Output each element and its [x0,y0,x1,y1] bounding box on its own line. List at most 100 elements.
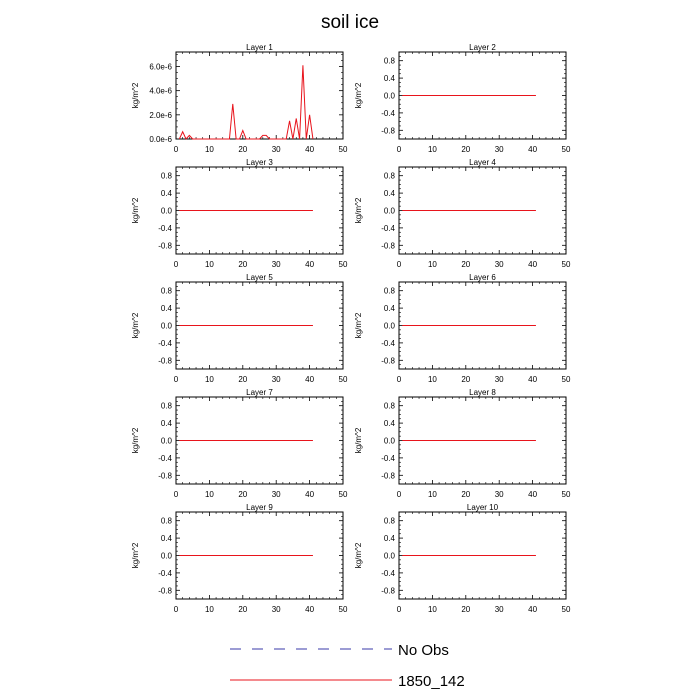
y-tick-label: 0.8 [161,172,173,181]
panel-title: Layer 9 [246,503,273,512]
x-tick-label: 30 [272,605,281,614]
y-tick-label: 0.0 [384,322,396,331]
y-tick-label: -0.8 [381,241,395,250]
y-tick-label: -0.8 [158,241,172,250]
panel-layer-6: Layer 6 kg/m^2 0 10 20 30 40 50 -0.8 -0.4 0.0 0.4 0.… [354,273,571,384]
y-tick-label: -0.4 [158,339,172,348]
x-tick-label: 0 [397,375,402,384]
y-tick-label: 0.0 [161,322,173,331]
panel-title: Layer 7 [246,388,273,397]
y-tick-label: -0.4 [381,109,395,118]
x-tick-label: 20 [238,490,247,499]
x-tick-label: 10 [205,375,214,384]
panel-title: Layer 6 [469,273,496,282]
y-tick-label: 0.4 [384,534,396,543]
y-tick-label: -0.4 [381,569,395,578]
y-tick-label: 0.8 [384,287,396,296]
panel-title: Layer 2 [469,43,496,52]
x-tick-label: 20 [238,145,247,154]
y-axis-label: kg/m^2 [354,312,363,338]
y-axis-label: kg/m^2 [354,82,363,108]
x-tick-label: 10 [428,375,437,384]
panel-layer-7: Layer 7 kg/m^2 0 10 20 30 40 50 -0.8 -0.4 0.0 0.4 0.… [131,388,348,499]
x-tick-label: 0 [174,145,179,154]
y-tick-label: 0.4 [384,304,396,313]
x-tick-label: 50 [562,260,571,269]
x-tick-label: 40 [305,260,314,269]
y-tick-label: 0.4 [161,189,173,198]
y-tick-label: -0.4 [158,569,172,578]
x-tick-label: 30 [272,260,281,269]
y-tick-label: 0.4 [384,74,396,83]
y-tick-label: 0.0 [384,207,396,216]
x-tick-label: 20 [461,260,470,269]
x-tick-label: 20 [461,605,470,614]
x-tick-label: 40 [528,375,537,384]
y-tick-label: 0.0e-6 [149,135,172,144]
x-tick-label: 40 [305,375,314,384]
x-tick-label: 10 [428,260,437,269]
x-tick-label: 40 [528,260,537,269]
y-tick-label: 0.8 [384,172,396,181]
y-axis-label: kg/m^2 [131,197,140,223]
panel-title: Layer 3 [246,158,273,167]
y-tick-label: -0.4 [381,454,395,463]
y-tick-label: 0.8 [161,517,173,526]
x-tick-label: 50 [562,145,571,154]
y-tick-label: 0.0 [384,437,396,446]
x-tick-label: 0 [174,605,179,614]
panel-layer-10: Layer 10 kg/m^2 0 10 20 30 40 50 -0.8 -0.4 0.0 0.4 0… [354,503,571,614]
y-tick-label: 0.4 [384,189,396,198]
legend-1850-142-label: 1850_142 [398,673,465,690]
panel-layer-2: Layer 2 kg/m^2 0 10 20 30 40 50 -0.8 -0.4 0.0 0.4 0.… [354,43,571,154]
x-tick-label: 0 [174,260,179,269]
x-tick-label: 40 [305,490,314,499]
y-tick-label: 4.0e-6 [149,87,172,96]
y-axis-label: kg/m^2 [131,427,140,453]
x-tick-label: 30 [495,260,504,269]
panel-grid: Layer 1 kg/m^2 0 10 20 30 40 50 0.0e-6 2.0e-6 4.0e… [131,43,571,614]
x-tick-label: 10 [428,490,437,499]
x-tick-label: 0 [397,490,402,499]
y-tick-label: 0.4 [161,419,173,428]
y-tick-label: 0.8 [384,517,396,526]
x-tick-label: 20 [238,375,247,384]
figure-title: soil ice [321,12,379,33]
x-tick-label: 30 [272,375,281,384]
y-tick-label: 0.0 [161,437,173,446]
x-tick-label: 20 [461,145,470,154]
y-tick-label: -0.8 [158,356,172,365]
panel-layer-9: Layer 9 kg/m^2 0 10 20 30 40 50 -0.8 -0.4 0.0 0.4 0.… [131,503,348,614]
y-tick-label: 6.0e-6 [149,63,172,72]
x-tick-label: 10 [205,145,214,154]
panel-title: Layer 4 [469,158,496,167]
x-tick-label: 50 [562,490,571,499]
x-tick-label: 0 [397,145,402,154]
panel-title: Layer 10 [467,503,499,512]
x-tick-label: 20 [461,490,470,499]
x-tick-label: 30 [495,490,504,499]
x-tick-label: 40 [528,145,537,154]
y-tick-label: 0.8 [384,57,396,66]
y-tick-label: -0.8 [381,126,395,135]
x-tick-label: 30 [495,605,504,614]
x-tick-label: 50 [339,145,348,154]
legend-no-obs-label: No Obs [398,642,449,659]
y-tick-label: 0.0 [161,552,173,561]
y-axis-label: kg/m^2 [354,542,363,568]
x-tick-label: 40 [305,145,314,154]
x-tick-label: 30 [272,490,281,499]
x-tick-label: 0 [397,605,402,614]
x-tick-label: 20 [238,260,247,269]
x-tick-label: 30 [495,375,504,384]
x-tick-label: 40 [528,605,537,614]
x-tick-label: 40 [305,605,314,614]
y-tick-label: -0.4 [158,224,172,233]
x-tick-label: 10 [205,260,214,269]
x-tick-label: 50 [339,375,348,384]
y-tick-label: 0.8 [384,402,396,411]
y-tick-label: -0.4 [381,224,395,233]
x-tick-label: 50 [339,490,348,499]
panel-layer-5: Layer 5 kg/m^2 0 10 20 30 40 50 -0.8 -0.4 0.0 0.4 0.… [131,273,348,384]
